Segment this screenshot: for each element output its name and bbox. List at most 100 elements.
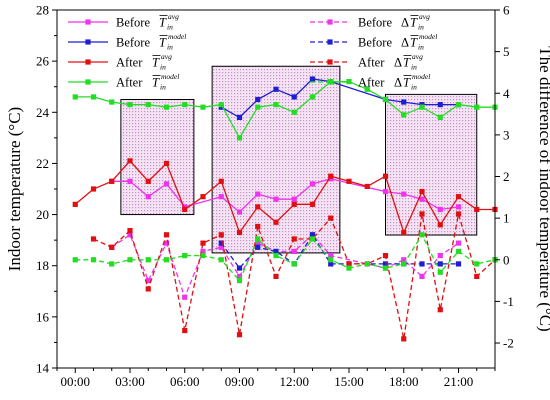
point-delta_before_avg-10 [291, 248, 297, 255]
legend-symbol: T [410, 36, 418, 50]
point-delta_after_avg-2 [127, 228, 133, 234]
legend-label: After [358, 56, 385, 70]
point-after_model-5 [163, 104, 170, 110]
point-delta_after_model-14 [328, 257, 334, 263]
point-delta_after_avg-4 [163, 232, 170, 238]
point-after_avg-8 [218, 178, 224, 184]
point-delta_before_avg-3 [163, 240, 170, 246]
point-delta_after_avg-10 [273, 273, 279, 280]
point-delta_after_avg-17 [401, 336, 407, 342]
point-delta_before_avg-12 [328, 253, 334, 259]
legend-marker [85, 59, 91, 65]
right-tick-label: 0 [503, 252, 510, 267]
series-line-after_avg [74, 159, 495, 235]
point-delta_before_model-2 [255, 244, 261, 250]
legend-symbol: T [152, 76, 160, 90]
point-before_avg-8 [273, 196, 279, 202]
point-before_avg-2 [145, 194, 151, 200]
point-delta_after_model-21 [455, 248, 462, 255]
left-tick-label: 26 [36, 54, 50, 69]
point-before_model-8 [401, 99, 407, 105]
x-tick-label: 03:00 [115, 374, 145, 389]
point-delta_after_avg-7 [218, 232, 224, 238]
point-delta_after_model-10 [255, 236, 261, 242]
legend-delta: Δ [394, 76, 402, 90]
legend-marker [85, 39, 91, 45]
legend-superscript: avg [168, 12, 179, 21]
right-tick-label: 6 [503, 3, 510, 18]
legend-subscript: in [418, 23, 424, 32]
legend-superscript: avg [161, 52, 172, 61]
point-before_avg-6 [236, 209, 243, 215]
left-axis-title: Indoor temperature (°C) [5, 107, 24, 271]
legend-superscript: model [412, 72, 430, 81]
x-tick-label: 06:00 [170, 374, 200, 389]
point-delta_before_avg-8 [255, 240, 261, 246]
right-tick-label: 5 [503, 44, 510, 59]
point-before_model-1 [236, 114, 243, 120]
point-after_avg-13 [309, 201, 316, 207]
point-delta_after_model-11 [273, 253, 279, 259]
point-delta_after_avg-1 [109, 244, 115, 250]
highlight-window-2 [211, 65, 341, 254]
series-line-before_model [220, 78, 459, 119]
point-delta_before_model-5 [309, 232, 316, 238]
point-after_avg-18 [401, 229, 407, 236]
point-delta_before_model-6 [328, 261, 334, 267]
point-delta_after_avg-0 [90, 236, 97, 242]
point-delta_after_avg-16 [382, 253, 389, 259]
point-before_avg-3 [163, 181, 170, 187]
legend-symbol: T [159, 36, 167, 50]
point-delta_before_model-3 [273, 248, 279, 255]
point-delta_after_avg-9 [255, 223, 261, 230]
legend-marker [327, 79, 333, 85]
point-delta_before_avg-16 [437, 253, 443, 259]
x-tick-label: 00:00 [60, 374, 90, 389]
right-axis-title: The difference of indoor temperature (°C… [536, 46, 550, 331]
point-after_model-20 [437, 114, 443, 120]
point-delta_before_avg-5 [200, 248, 206, 255]
point-delta_after_model-8 [218, 257, 224, 263]
point-delta_before_model-11 [437, 261, 443, 267]
point-after_avg-22 [474, 206, 480, 213]
point-after_avg-19 [419, 188, 425, 195]
point-after_model-3 [127, 102, 133, 108]
point-delta_after_model-0 [72, 257, 78, 263]
left-tick-label: 28 [36, 3, 49, 18]
legend-marker [327, 19, 333, 25]
right-y-axis: -2 -1 0 1 2 3 4 5 6 [495, 3, 514, 351]
legend-marker [327, 59, 333, 65]
legend-subscript: in [167, 43, 173, 52]
point-delta_before_avg-1 [127, 232, 133, 238]
point-delta_after_model-6 [182, 253, 188, 259]
right-tick-label: 3 [503, 127, 510, 142]
left-tick-label: 18 [36, 258, 49, 273]
point-after_model-17 [382, 96, 389, 103]
point-delta_after_model-2 [109, 261, 115, 267]
point-delta_after_model-19 [419, 232, 425, 238]
legend-subscript: in [160, 83, 166, 92]
point-delta_after_model-22 [474, 261, 480, 267]
point-after_model-2 [109, 99, 115, 105]
point-after_model-13 [309, 94, 316, 100]
point-after_avg-15 [346, 178, 352, 184]
point-after_model-9 [236, 135, 243, 141]
point-delta_after_model-9 [236, 277, 243, 284]
highlight-window-3 [385, 93, 478, 236]
x-tick-label: 09:00 [225, 374, 255, 389]
series-line-delta_after_model [75, 233, 496, 282]
point-after_model-19 [419, 104, 425, 110]
point-delta_before_avg-15 [419, 273, 425, 280]
point-before_model-3 [273, 86, 279, 92]
legend-superscript: model [168, 32, 186, 41]
point-delta_before_model-0 [218, 240, 224, 246]
right-tick-label: -1 [503, 294, 514, 309]
legend-subscript: in [167, 23, 173, 32]
point-delta_before_avg-4 [182, 294, 188, 300]
point-after_model-1 [90, 94, 97, 100]
point-after_avg-14 [328, 173, 334, 179]
